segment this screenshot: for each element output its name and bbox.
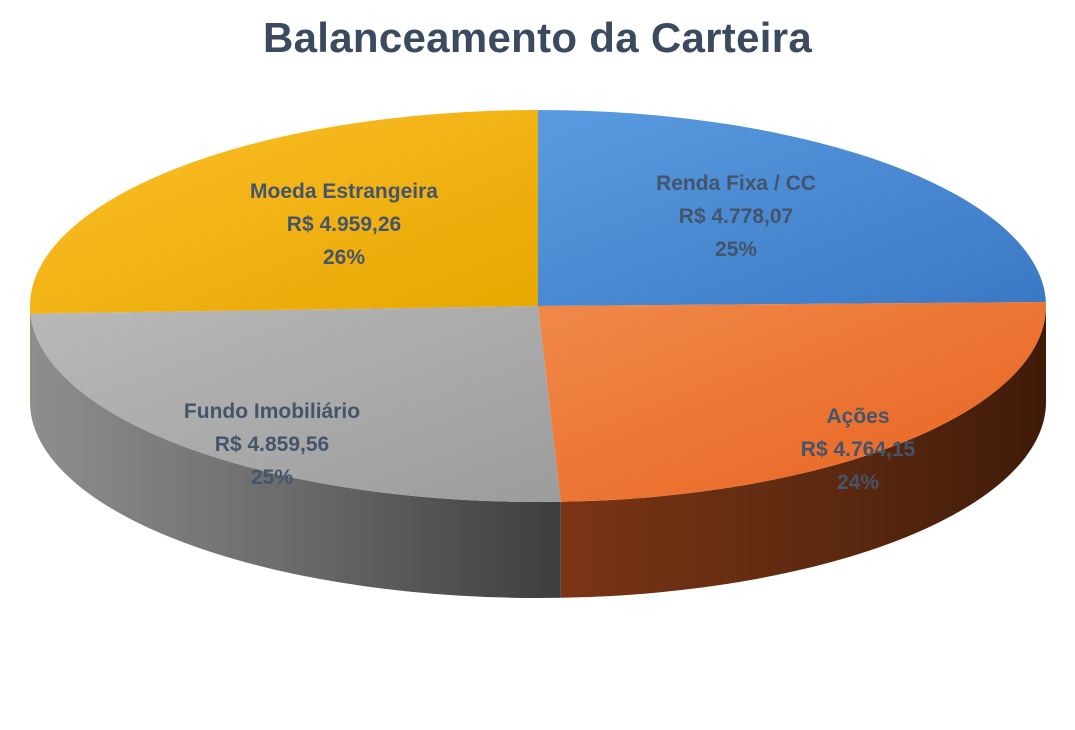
pie-tops [30, 110, 1046, 502]
slice-4 [30, 110, 538, 314]
slice-side-2 [560, 306, 1046, 598]
slice-4-percent-label: 26% [323, 246, 365, 269]
slice-4-amount-label: R$ 4.959,26 [287, 213, 401, 236]
chart-title: Balanceamento da Carteira [262, 14, 813, 61]
slice-1 [538, 110, 1046, 306]
slice-3-name-label: Fundo Imobiliário [184, 400, 360, 423]
pie-labels: Renda Fixa / CC R$ 4.778,07 25% Ações R$ 4.7… [184, 172, 916, 494]
slice-1-amount-label: R$ 4.778,07 [679, 205, 793, 228]
slice-2-name-label: Ações [826, 405, 889, 428]
slice-2-percent-label: 24% [837, 471, 879, 494]
slice-3-percent-label: 25% [251, 466, 293, 489]
slice-3-amount-label: R$ 4.859,56 [215, 433, 329, 456]
pie-sides [30, 306, 1046, 598]
slice-2-amount-label: R$ 4.764,15 [801, 438, 916, 461]
slice-3 [30, 306, 561, 502]
slice-2 [538, 302, 1046, 502]
slice-4-name-label: Moeda Estrangeira [250, 180, 438, 203]
slice-1-name-label: Renda Fixa / CC [656, 172, 816, 195]
slice-side-3 [30, 313, 561, 598]
slice-1-percent-label: 25% [715, 238, 757, 261]
